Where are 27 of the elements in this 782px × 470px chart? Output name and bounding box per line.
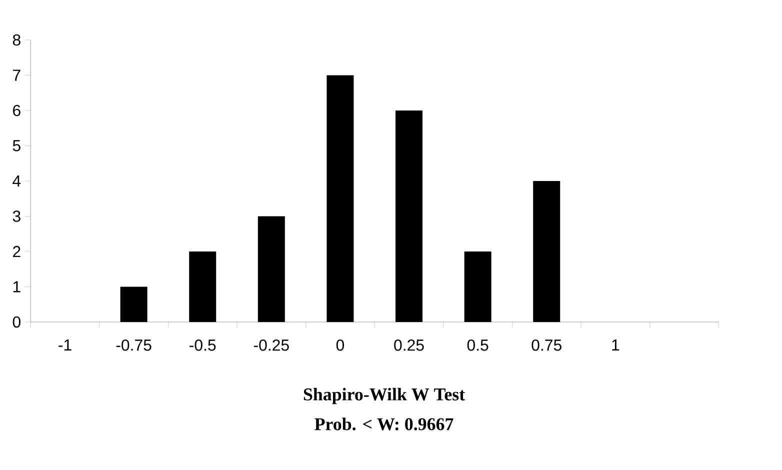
y-tick-label: 7 xyxy=(13,70,20,81)
y-tick-label: 1 xyxy=(13,281,20,292)
x-tick-label: -1 xyxy=(58,340,72,350)
x-tick-label: 0 xyxy=(336,340,344,351)
bar xyxy=(396,110,423,322)
y-tick-label: 8 xyxy=(12,34,20,46)
x-tick-label: -0.25 xyxy=(254,340,289,351)
y-tick-label: 3 xyxy=(12,210,20,222)
bar xyxy=(464,251,492,322)
bar xyxy=(189,251,216,322)
bar xyxy=(326,75,354,322)
x-tick-label: 0.75 xyxy=(532,340,562,351)
bar xyxy=(120,286,148,322)
x-tick-label: 0.25 xyxy=(394,340,424,351)
text: Prob. < W: 0.9667 xyxy=(314,418,454,430)
x-tick-label: 1 xyxy=(612,340,620,350)
bar xyxy=(258,216,285,322)
x-tick-label: -0.75 xyxy=(116,340,152,351)
text: Shapiro-Wilk W Test xyxy=(304,388,465,404)
y-tick-label: 4 xyxy=(12,176,21,186)
y-tick-label: 5 xyxy=(12,140,20,152)
bar xyxy=(533,180,560,322)
y-tick-label: 6 xyxy=(13,104,20,116)
x-tick-label: 0.5 xyxy=(467,340,488,351)
y-tick-label: 2 xyxy=(13,246,20,258)
y-tick-label: 0 xyxy=(12,316,20,328)
x-tick-label: -0.5 xyxy=(190,340,216,351)
